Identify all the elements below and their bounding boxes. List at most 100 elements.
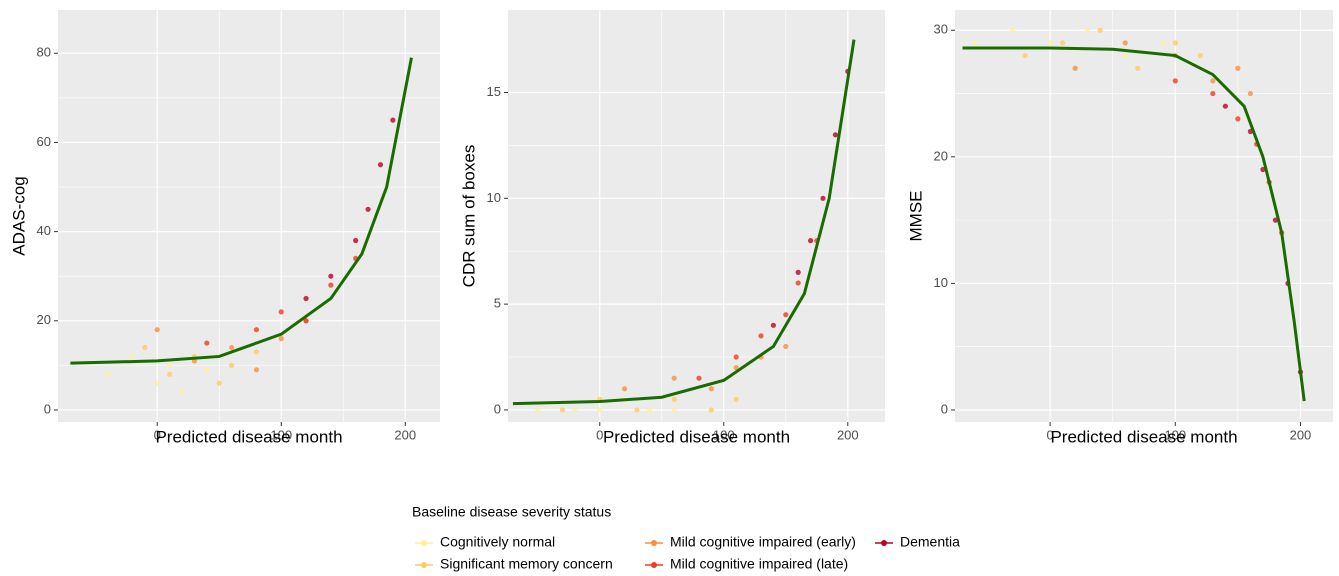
y-tick-label: 20 bbox=[37, 312, 51, 327]
point bbox=[1222, 103, 1228, 109]
point bbox=[671, 396, 677, 402]
x-tick-label: 200 bbox=[837, 427, 859, 442]
point bbox=[1235, 116, 1241, 122]
legend-key-dot bbox=[651, 562, 657, 568]
point bbox=[229, 344, 235, 351]
point bbox=[559, 407, 566, 413]
legend-key-dot bbox=[881, 540, 887, 546]
point bbox=[783, 343, 789, 350]
point bbox=[820, 195, 826, 201]
point bbox=[204, 340, 210, 346]
legend-label: Dementia bbox=[900, 534, 960, 550]
point bbox=[328, 273, 334, 279]
point bbox=[671, 407, 677, 413]
point bbox=[972, 40, 978, 46]
y-tick-label: 60 bbox=[37, 134, 51, 149]
legend-key-dot bbox=[421, 562, 427, 568]
point bbox=[832, 132, 838, 138]
point bbox=[253, 367, 260, 373]
y-tick-label: 10 bbox=[934, 275, 948, 290]
y-axis-label: MMSE bbox=[906, 191, 925, 242]
point bbox=[696, 375, 702, 381]
y-tick-label: 80 bbox=[37, 45, 51, 60]
legend-label: Mild cognitive impaired (early) bbox=[670, 534, 856, 550]
point bbox=[1172, 40, 1178, 46]
y-tick-label: 30 bbox=[934, 22, 948, 37]
fit-curve bbox=[512, 39, 856, 406]
point bbox=[1047, 40, 1053, 46]
y-tick-label: 0 bbox=[44, 401, 51, 416]
x-tick-label: 100 bbox=[270, 427, 292, 442]
point bbox=[1210, 78, 1216, 84]
point bbox=[597, 407, 603, 413]
point bbox=[105, 371, 111, 377]
point bbox=[167, 362, 173, 368]
x-tick-label: 100 bbox=[713, 427, 735, 442]
point bbox=[1072, 65, 1078, 71]
point bbox=[179, 389, 185, 395]
point bbox=[278, 309, 284, 315]
point bbox=[1122, 40, 1128, 46]
point bbox=[1197, 52, 1203, 59]
panel-background bbox=[508, 10, 885, 422]
point bbox=[365, 206, 371, 212]
point bbox=[1097, 27, 1103, 33]
point bbox=[1247, 90, 1253, 97]
point bbox=[1009, 27, 1016, 33]
point bbox=[733, 354, 739, 360]
fit-curve bbox=[70, 57, 413, 365]
point bbox=[1235, 65, 1241, 71]
x-tick-label: 0 bbox=[596, 427, 603, 442]
point bbox=[167, 371, 173, 377]
point bbox=[1022, 52, 1028, 59]
y-tick-label: 40 bbox=[37, 223, 51, 238]
point bbox=[278, 336, 284, 342]
point bbox=[535, 407, 541, 413]
point bbox=[708, 407, 714, 413]
point bbox=[621, 386, 628, 392]
point bbox=[377, 162, 384, 168]
point bbox=[795, 269, 801, 275]
legend-title: Baseline disease severity status bbox=[412, 504, 611, 520]
x-axis-label: Predicted disease month bbox=[1050, 427, 1237, 446]
point bbox=[770, 322, 776, 328]
point bbox=[1135, 65, 1141, 71]
y-axis-label: CDR sum of boxes bbox=[459, 145, 478, 288]
y-tick-label: 5 bbox=[494, 296, 501, 311]
panel-background bbox=[955, 10, 1333, 422]
point bbox=[154, 327, 160, 333]
point bbox=[328, 282, 334, 288]
point bbox=[1210, 90, 1216, 97]
point bbox=[671, 375, 677, 381]
point bbox=[204, 367, 210, 373]
legend-label: Cognitively normal bbox=[440, 534, 555, 550]
point bbox=[229, 362, 235, 368]
x-tick-label: 0 bbox=[1047, 427, 1054, 442]
y-tick-label: 10 bbox=[487, 190, 501, 205]
legend-label: Significant memory concern bbox=[440, 556, 613, 572]
point bbox=[1085, 27, 1091, 33]
point bbox=[390, 117, 396, 123]
point bbox=[733, 365, 739, 371]
x-axis-label: Predicted disease month bbox=[603, 427, 790, 446]
x-tick-label: 200 bbox=[1290, 427, 1312, 442]
point bbox=[708, 386, 714, 392]
y-tick-label: 0 bbox=[494, 401, 501, 416]
point bbox=[303, 295, 309, 302]
y-tick-label: 20 bbox=[934, 148, 948, 163]
point bbox=[1060, 40, 1066, 46]
point bbox=[353, 237, 359, 244]
fit-curve bbox=[962, 46, 1306, 402]
point bbox=[733, 396, 739, 402]
point bbox=[783, 312, 789, 318]
y-axis-label: ADAS-cog bbox=[9, 176, 28, 255]
point bbox=[129, 353, 136, 360]
x-tick-label: 0 bbox=[154, 427, 161, 442]
point bbox=[142, 344, 148, 351]
legend-key-dot bbox=[651, 540, 657, 546]
legend-label: Mild cognitive impaired (late) bbox=[670, 556, 848, 572]
y-tick-label: 15 bbox=[487, 84, 501, 99]
point bbox=[646, 407, 652, 413]
